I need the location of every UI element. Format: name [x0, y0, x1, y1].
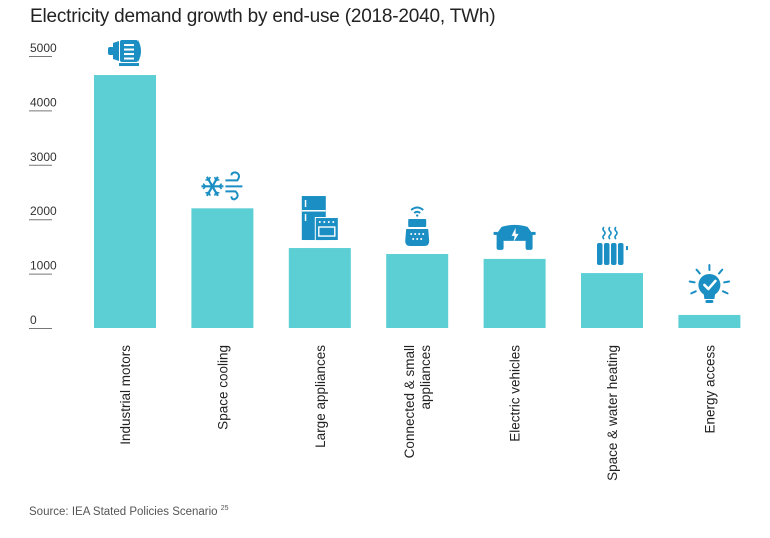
lightbulb-check-icon: [688, 263, 731, 303]
x-tick-label-line: Connected & small: [402, 345, 417, 458]
x-tick-label: Space cooling: [215, 345, 230, 430]
chart-title: Electricity demand growth by end-use (20…: [30, 6, 496, 27]
y-tick-label: 4000: [30, 95, 57, 109]
y-tick: 0: [29, 313, 52, 329]
x-tick-label: Connected & small appliances: [402, 345, 433, 459]
source-footnote-ref: 25: [220, 505, 229, 512]
x-tick-label-line: Space cooling: [215, 345, 230, 430]
source-note: Source: IEA Stated Policies Scenario 25: [29, 505, 229, 518]
x-tick-label-line: Electric vehicles: [508, 345, 523, 442]
x-tick-label: Electric vehicles: [508, 345, 523, 442]
snowflake-wind-icon: [201, 171, 243, 201]
x-tick-label-line: Space & water heating: [605, 345, 620, 481]
y-tick-label: 0: [30, 313, 37, 327]
y-tick: 5000: [29, 41, 57, 57]
y-tick-label: 1000: [30, 259, 57, 273]
x-tick-label: Industrial motors: [118, 345, 133, 445]
y-tick: 2000: [29, 204, 57, 221]
y-tick-label: 3000: [30, 150, 57, 164]
smart-speaker-icon: [405, 206, 430, 247]
y-tick: 1000: [29, 259, 57, 275]
x-tick-label-line: appliances: [418, 345, 433, 410]
bar-space-water-heating: [581, 273, 643, 328]
x-tick-label-line: Large appliances: [313, 345, 328, 448]
bar-industrial-motors: [94, 75, 156, 328]
radiator-icon: [597, 226, 628, 266]
bar-electric-vehicles: [483, 258, 546, 328]
x-tick-label: Energy access: [702, 345, 717, 434]
x-tick-label-line: Energy access: [702, 345, 717, 434]
x-tick-label-line: Industrial motors: [118, 345, 133, 445]
bar-connected-small-appliances: [386, 254, 449, 328]
x-tick-label: Large appliances: [313, 345, 328, 448]
electric-motor-icon: [108, 40, 141, 67]
source-text: Source: IEA Stated Policies Scenario: [29, 506, 218, 518]
y-tick: 4000: [29, 95, 57, 112]
y-tick: 3000: [29, 150, 57, 166]
x-tick-label: Space & water heating: [605, 345, 620, 481]
electric-car-icon: [493, 224, 536, 250]
fridge-oven-icon: [301, 196, 339, 241]
y-tick-label: 2000: [30, 204, 57, 218]
y-tick-label: 5000: [30, 41, 57, 55]
bar-space-cooling: [191, 208, 254, 328]
bar-energy-access: [678, 314, 741, 328]
bar-large-appliances: [288, 248, 351, 328]
